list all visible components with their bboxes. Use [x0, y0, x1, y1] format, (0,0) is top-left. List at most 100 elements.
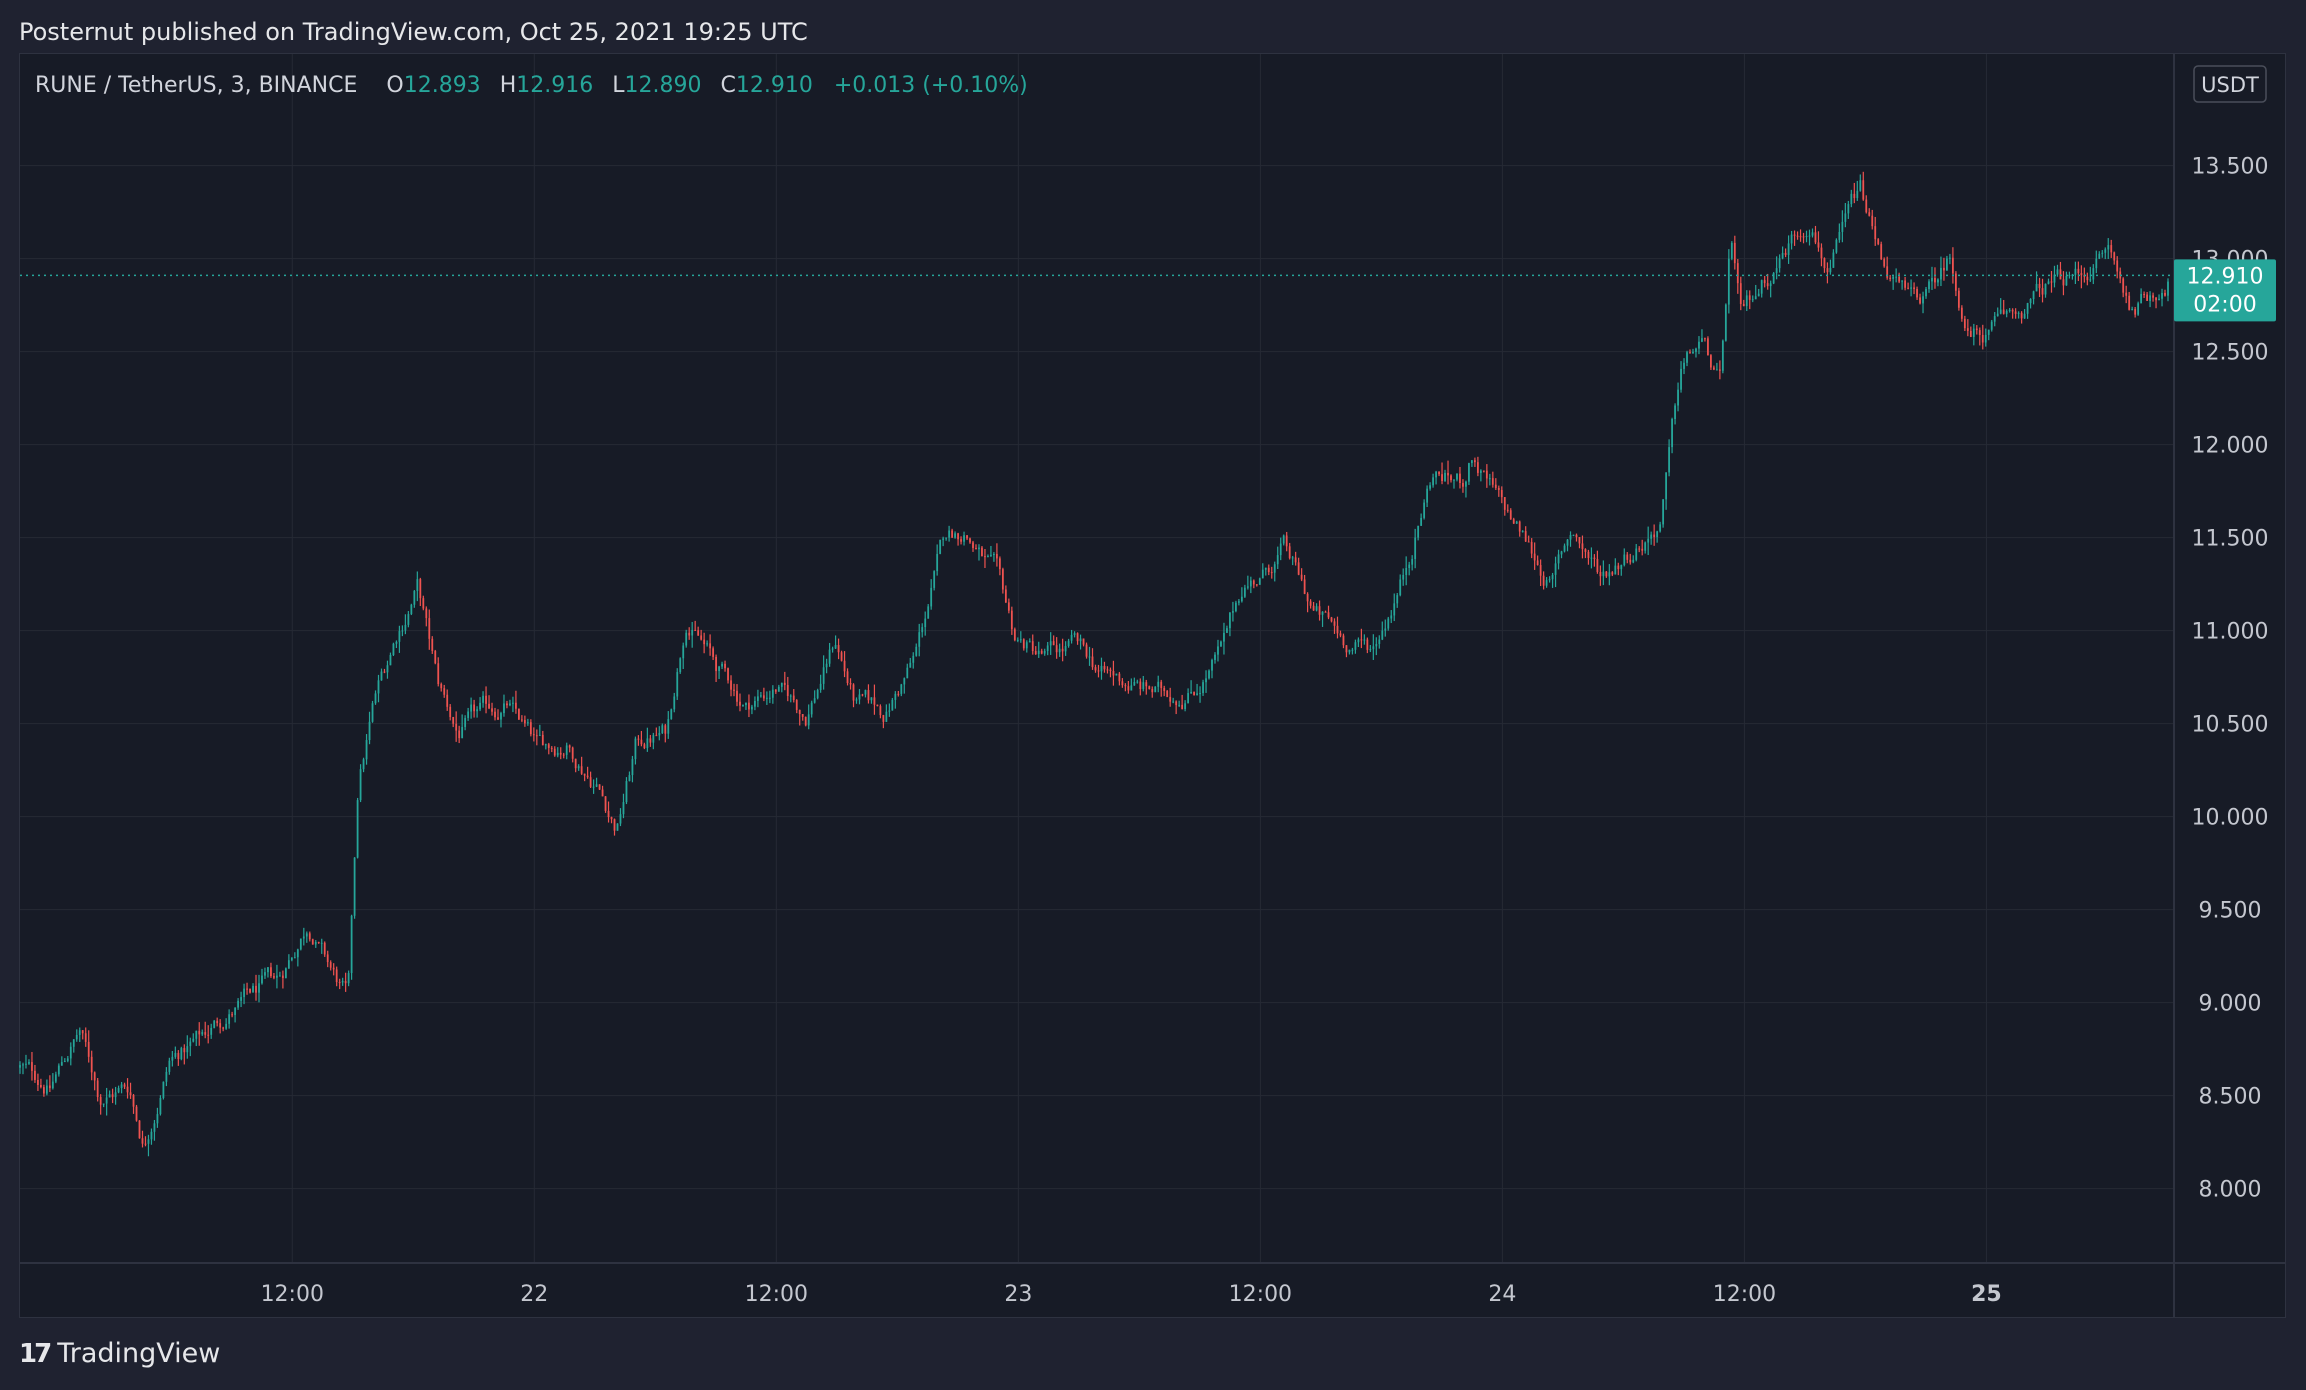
- candle: [497, 709, 499, 721]
- candle: [795, 699, 798, 714]
- symbol-label[interactable]: RUNE / TetherUS, 3, BINANCE: [35, 73, 358, 98]
- candle: [1142, 675, 1145, 692]
- candle: [1300, 568, 1303, 582]
- candle: [2143, 291, 2146, 298]
- candle: [691, 621, 694, 648]
- candle: [1438, 471, 1440, 477]
- candle: [1859, 174, 1862, 192]
- candle: [512, 696, 514, 713]
- candle: [102, 1103, 105, 1108]
- candle: [523, 715, 526, 727]
- candle: [1904, 276, 1907, 291]
- candle: [2086, 272, 2089, 286]
- candle: [1070, 629, 1073, 644]
- candle: [1805, 230, 1808, 243]
- candle: [924, 611, 927, 636]
- candle: [619, 808, 622, 827]
- candle: [449, 704, 452, 721]
- candle: [1817, 231, 1820, 252]
- ohlc-legend: RUNE / TetherUS, 3, BINANCE O12.893 H12.…: [35, 70, 1028, 102]
- y-tick-label: 10.000: [2192, 806, 2269, 831]
- candle: [273, 972, 275, 980]
- candle: [1620, 564, 1623, 576]
- candle: [667, 711, 670, 739]
- candle: [1115, 673, 1118, 676]
- candle: [323, 941, 326, 957]
- candle: [1091, 648, 1094, 670]
- candle: [1366, 637, 1369, 654]
- currency-label[interactable]: USDT: [2193, 65, 2267, 103]
- candle: [1727, 249, 1730, 314]
- candle: [1898, 272, 1901, 284]
- candle: [377, 674, 380, 703]
- candle: [500, 711, 502, 728]
- candle: [1644, 541, 1647, 554]
- low-value: 12.890: [624, 73, 702, 98]
- candle: [416, 571, 419, 602]
- candle: [673, 692, 676, 713]
- candle: [1659, 521, 1662, 533]
- candle: [2053, 265, 2056, 288]
- candle: [1166, 689, 1169, 698]
- candle: [2113, 251, 2116, 265]
- candle: [177, 1050, 180, 1066]
- candle: [1578, 537, 1581, 549]
- y-tick-label: 12.500: [2192, 341, 2269, 366]
- candle: [1718, 360, 1721, 380]
- candle: [903, 677, 906, 694]
- candle: [395, 640, 398, 649]
- candle: [261, 968, 263, 985]
- candle: [724, 660, 726, 672]
- candle: [1611, 571, 1614, 577]
- candle: [550, 746, 553, 753]
- candle: [2164, 289, 2166, 297]
- candle: [1049, 632, 1052, 655]
- time-axis: 12:00 22 12:00 23 12:00 24 12:00 25: [20, 1262, 2286, 1307]
- candle: [2047, 278, 2050, 285]
- candle: [287, 954, 290, 970]
- candle: [1963, 315, 1966, 332]
- candle: [317, 941, 320, 944]
- candle: [906, 663, 909, 679]
- candle: [329, 960, 332, 971]
- candle: [1476, 456, 1479, 477]
- candle: [210, 1023, 213, 1039]
- candle: [479, 697, 481, 712]
- candle: [798, 709, 801, 726]
- candle: [1414, 528, 1417, 569]
- candle: [1790, 230, 1793, 250]
- candle: [1922, 291, 1924, 314]
- tradingview-logo[interactable]: 17 TradingView: [19, 1336, 220, 1372]
- candle: [664, 723, 667, 743]
- candle: [425, 606, 428, 627]
- candle: [930, 579, 933, 610]
- candle: [984, 549, 986, 568]
- candle: [1701, 329, 1703, 343]
- candle: [1076, 632, 1079, 645]
- candle: [37, 1073, 39, 1092]
- candle: [556, 747, 559, 758]
- candle: [1596, 550, 1599, 574]
- candle: [1279, 537, 1282, 561]
- candle: [1139, 678, 1142, 696]
- candle: [1163, 685, 1166, 697]
- candle: [643, 742, 646, 750]
- candle: [825, 658, 828, 674]
- candle: [1001, 567, 1004, 594]
- candle: [840, 650, 843, 662]
- candle: [19, 1061, 21, 1074]
- candle: [1650, 531, 1653, 545]
- candle: [819, 674, 822, 693]
- candle: [849, 678, 852, 690]
- candle: [1160, 679, 1163, 697]
- candle: [888, 703, 891, 717]
- candle: [1252, 579, 1255, 589]
- candle: [22, 1062, 24, 1075]
- candle: [51, 1073, 54, 1090]
- candle: [1563, 543, 1566, 553]
- chart-panel[interactable]: [19, 53, 2286, 1318]
- x-tick-label: 12:00: [261, 1282, 324, 1307]
- candle: [1856, 180, 1859, 201]
- candle: [267, 966, 269, 978]
